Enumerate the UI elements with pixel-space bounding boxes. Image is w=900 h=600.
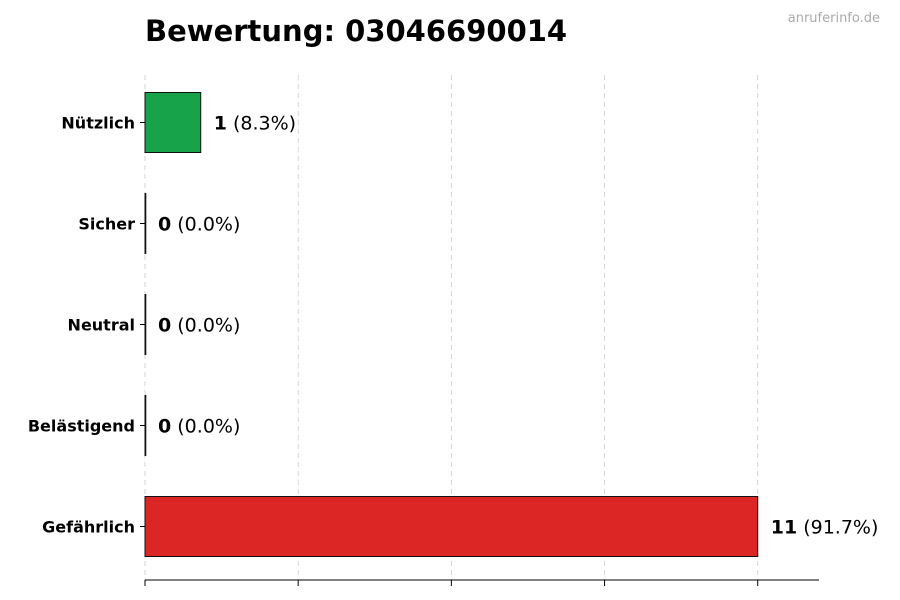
data-label-value: 0 <box>158 315 171 337</box>
bar <box>144 92 202 153</box>
data-label: 0 (0.0%) <box>158 214 240 236</box>
chart-title: Bewertung: 03046690014 <box>145 14 567 48</box>
data-label: 1 (8.3%) <box>214 113 296 135</box>
y-tick-label: Belästigend <box>28 417 135 436</box>
data-label-percent: (91.7%) <box>797 517 878 539</box>
data-label-percent: (8.3%) <box>227 113 296 135</box>
data-label-value: 0 <box>158 416 171 438</box>
bar <box>144 294 147 355</box>
data-label-percent: (0.0%) <box>171 416 240 438</box>
y-tick-label: Gefährlich <box>42 518 135 537</box>
data-label-percent: (0.0%) <box>171 214 240 236</box>
watermark: anruferinfo.de <box>788 11 880 26</box>
y-tick-label: Neutral <box>68 316 135 335</box>
y-tick-label: Nützlich <box>61 114 135 133</box>
bar <box>144 496 759 557</box>
data-label-value: 1 <box>214 113 227 135</box>
data-label-percent: (0.0%) <box>171 315 240 337</box>
data-label: 0 (0.0%) <box>158 416 240 438</box>
data-label-value: 0 <box>158 214 171 236</box>
data-label-value: 11 <box>771 517 797 539</box>
data-label: 11 (91.7%) <box>771 517 879 539</box>
data-label: 0 (0.0%) <box>158 315 240 337</box>
y-tick-label: Sicher <box>78 215 135 234</box>
bar <box>144 193 147 254</box>
bar <box>144 395 147 456</box>
